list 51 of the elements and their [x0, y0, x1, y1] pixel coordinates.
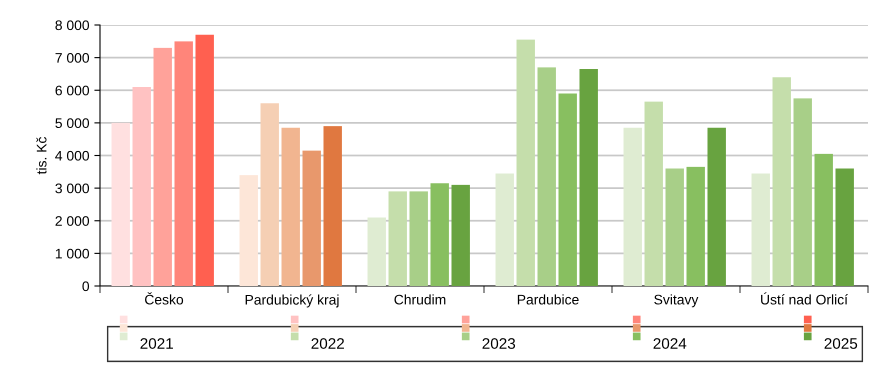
x-tick-label: Svitavy [654, 294, 698, 308]
bar [624, 128, 642, 286]
y-tick-label: 7 000 [56, 52, 90, 63]
y-tick-label: 4 000 [55, 150, 90, 161]
bar [707, 128, 726, 286]
x-tick-label: Pardubice [518, 294, 579, 305]
bar [323, 126, 342, 286]
legend-label: 2021 [140, 338, 173, 349]
y-tick-label: 6 000 [56, 86, 90, 96]
bar [835, 168, 854, 286]
bar [644, 102, 663, 286]
legend-label: 2025 [824, 338, 858, 349]
bar [112, 122, 130, 286]
bar [686, 166, 705, 286]
bar [516, 40, 535, 286]
legend-label: 2023 [482, 338, 516, 349]
bar [154, 48, 172, 286]
x-tick-label: Česko [145, 292, 184, 305]
bar [579, 69, 598, 286]
bar [538, 67, 556, 286]
bar [410, 191, 428, 286]
bar [752, 173, 770, 286]
bar [174, 41, 193, 286]
bar [558, 94, 577, 286]
legend-label: 2022 [312, 338, 344, 349]
bar [132, 86, 151, 286]
x-tick-label: Ústí nad Orlicí [761, 292, 848, 305]
y-tick-label: 8 000 [55, 20, 90, 30]
bar [814, 154, 833, 286]
y-tick-label: 3 000 [55, 183, 90, 194]
y-axis-title: tis. Kč [36, 136, 47, 174]
bar [368, 217, 386, 286]
y-tick-label: 5 000 [55, 118, 90, 128]
bar [666, 168, 684, 286]
bar [240, 175, 258, 286]
y-tick-label: 0 [82, 281, 90, 292]
y-tick-label: 1 000 [56, 248, 90, 259]
bar [388, 191, 407, 286]
bar [195, 34, 214, 286]
x-tick-label: Pardubický kraj [246, 294, 339, 308]
bar [430, 183, 449, 286]
bar [496, 173, 514, 286]
bar [772, 77, 791, 286]
bar [794, 98, 812, 286]
bar [302, 150, 321, 286]
y-tick-label: 2 000 [56, 216, 90, 226]
bar [451, 184, 470, 286]
bar [260, 103, 279, 286]
bar [282, 128, 300, 286]
legend-label: 2024 [654, 338, 686, 349]
x-tick-label: Chrudim [394, 294, 446, 305]
